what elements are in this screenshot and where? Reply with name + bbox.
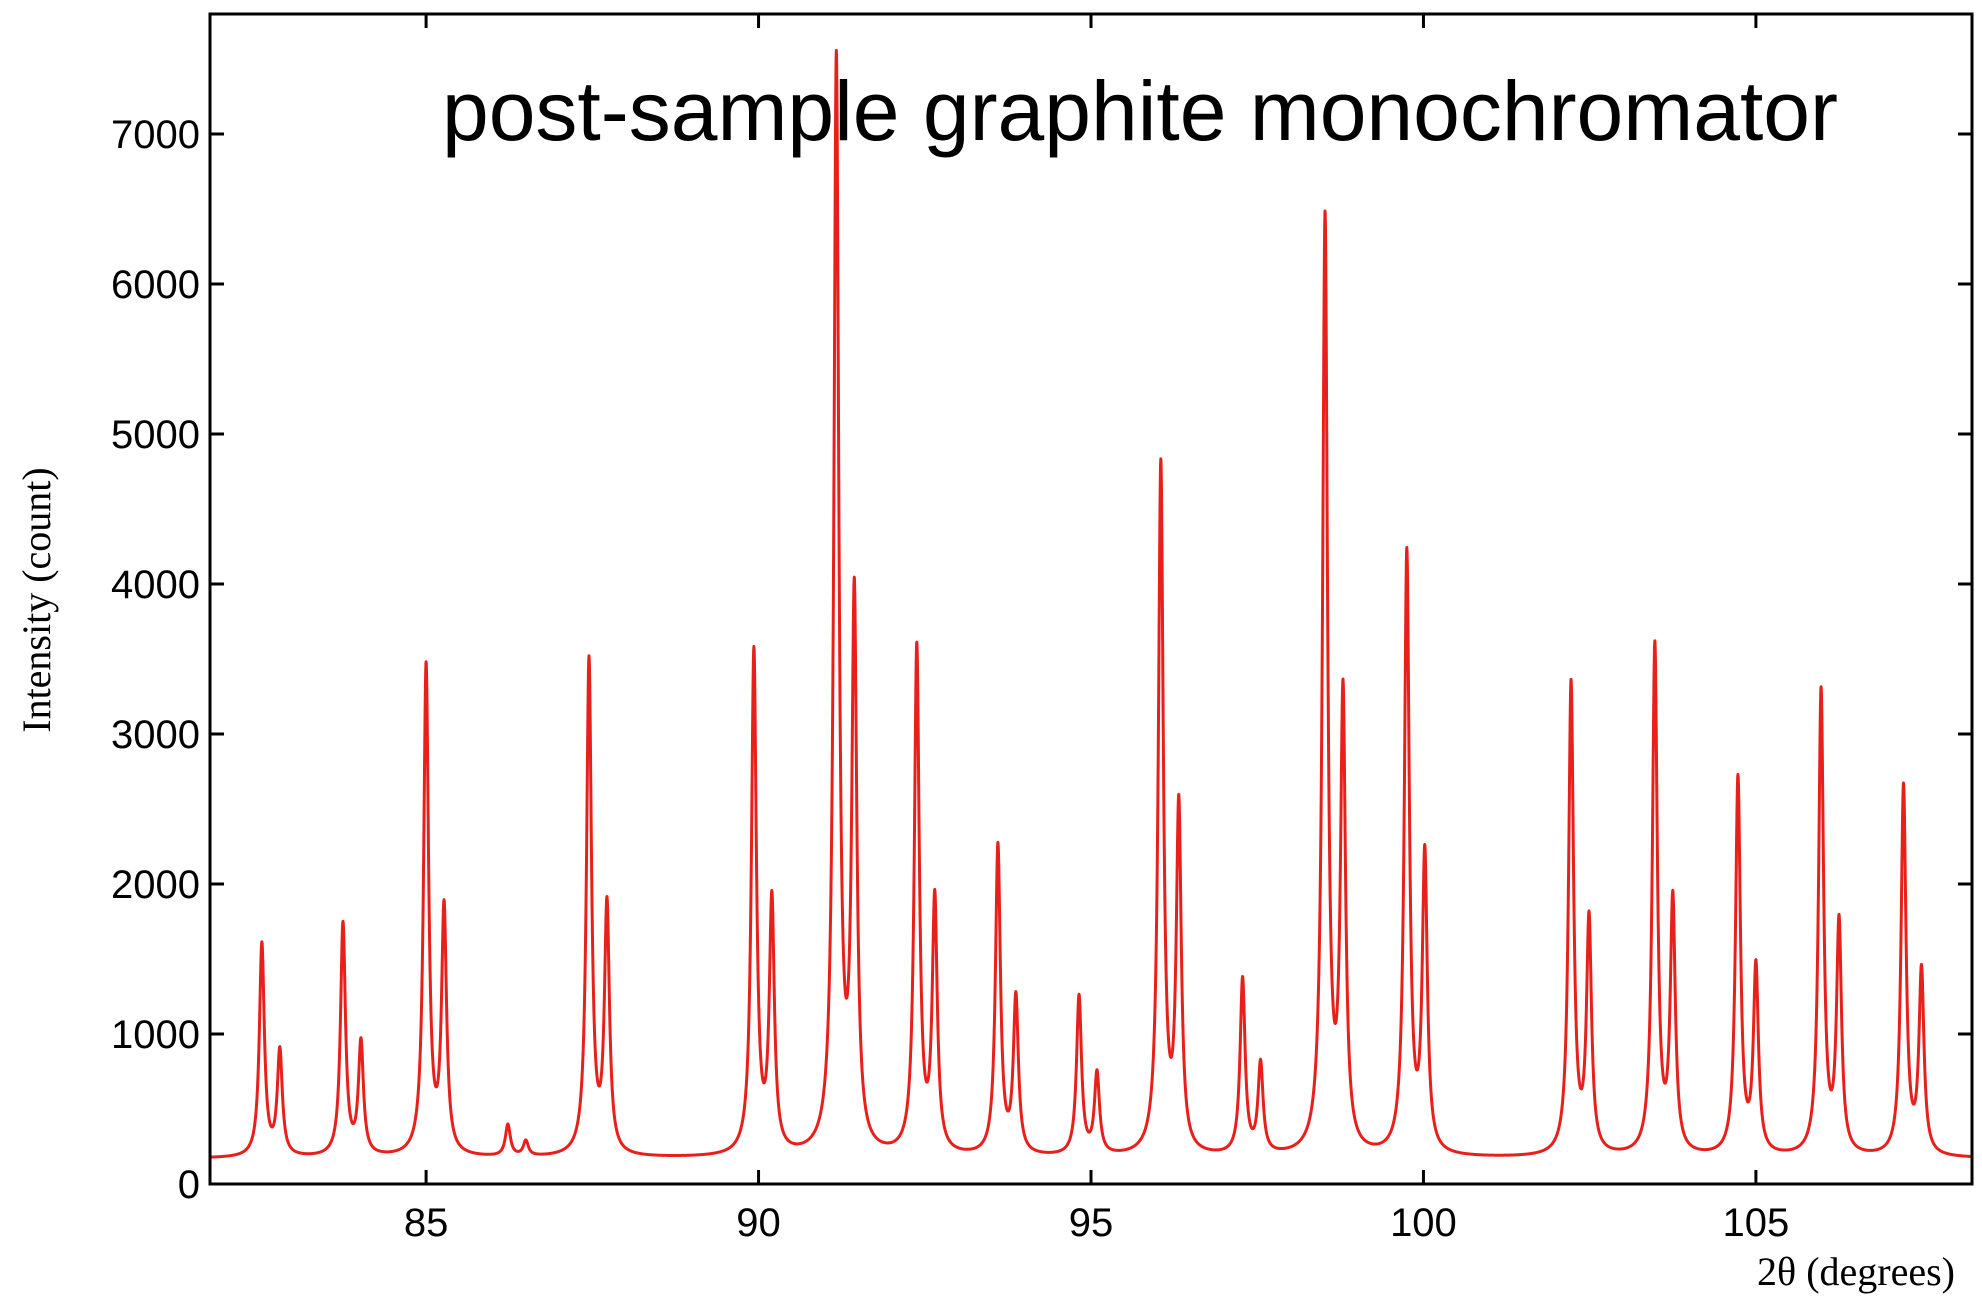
x-tick-label: 90: [736, 1201, 781, 1245]
plot-frame: [208, 12, 1974, 1186]
x-tick-label: 100: [1390, 1201, 1457, 1245]
y-tick-label: 1000: [111, 1013, 200, 1057]
plot-area-background: [210, 14, 1972, 1184]
y-tick-label: 3000: [111, 713, 200, 757]
chart-title: post-sample graphite monochromator: [442, 64, 1838, 158]
x-tick-label: 95: [1069, 1201, 1114, 1245]
intensity-series-line: [208, 48, 1973, 1159]
y-tick-label: 4000: [111, 563, 200, 607]
x-tick-label: 85: [404, 1201, 449, 1245]
x-axis-title: 2θ (degrees): [1757, 1249, 1955, 1294]
y-tick-label: 5000: [111, 413, 200, 457]
y-axis-title: Intensity (count): [14, 467, 59, 733]
x-tick-label: 105: [1723, 1201, 1790, 1245]
tick-label-group: 85 90 95 100 105 0 1000 2000 3000 4000 5000 6000 700…: [111, 113, 1789, 1245]
y-tick-label: 0: [178, 1163, 200, 1207]
y-tick-label: 7000: [111, 113, 200, 157]
y-tick-label: 2000: [111, 863, 200, 907]
y-tick-label: 6000: [111, 263, 200, 307]
